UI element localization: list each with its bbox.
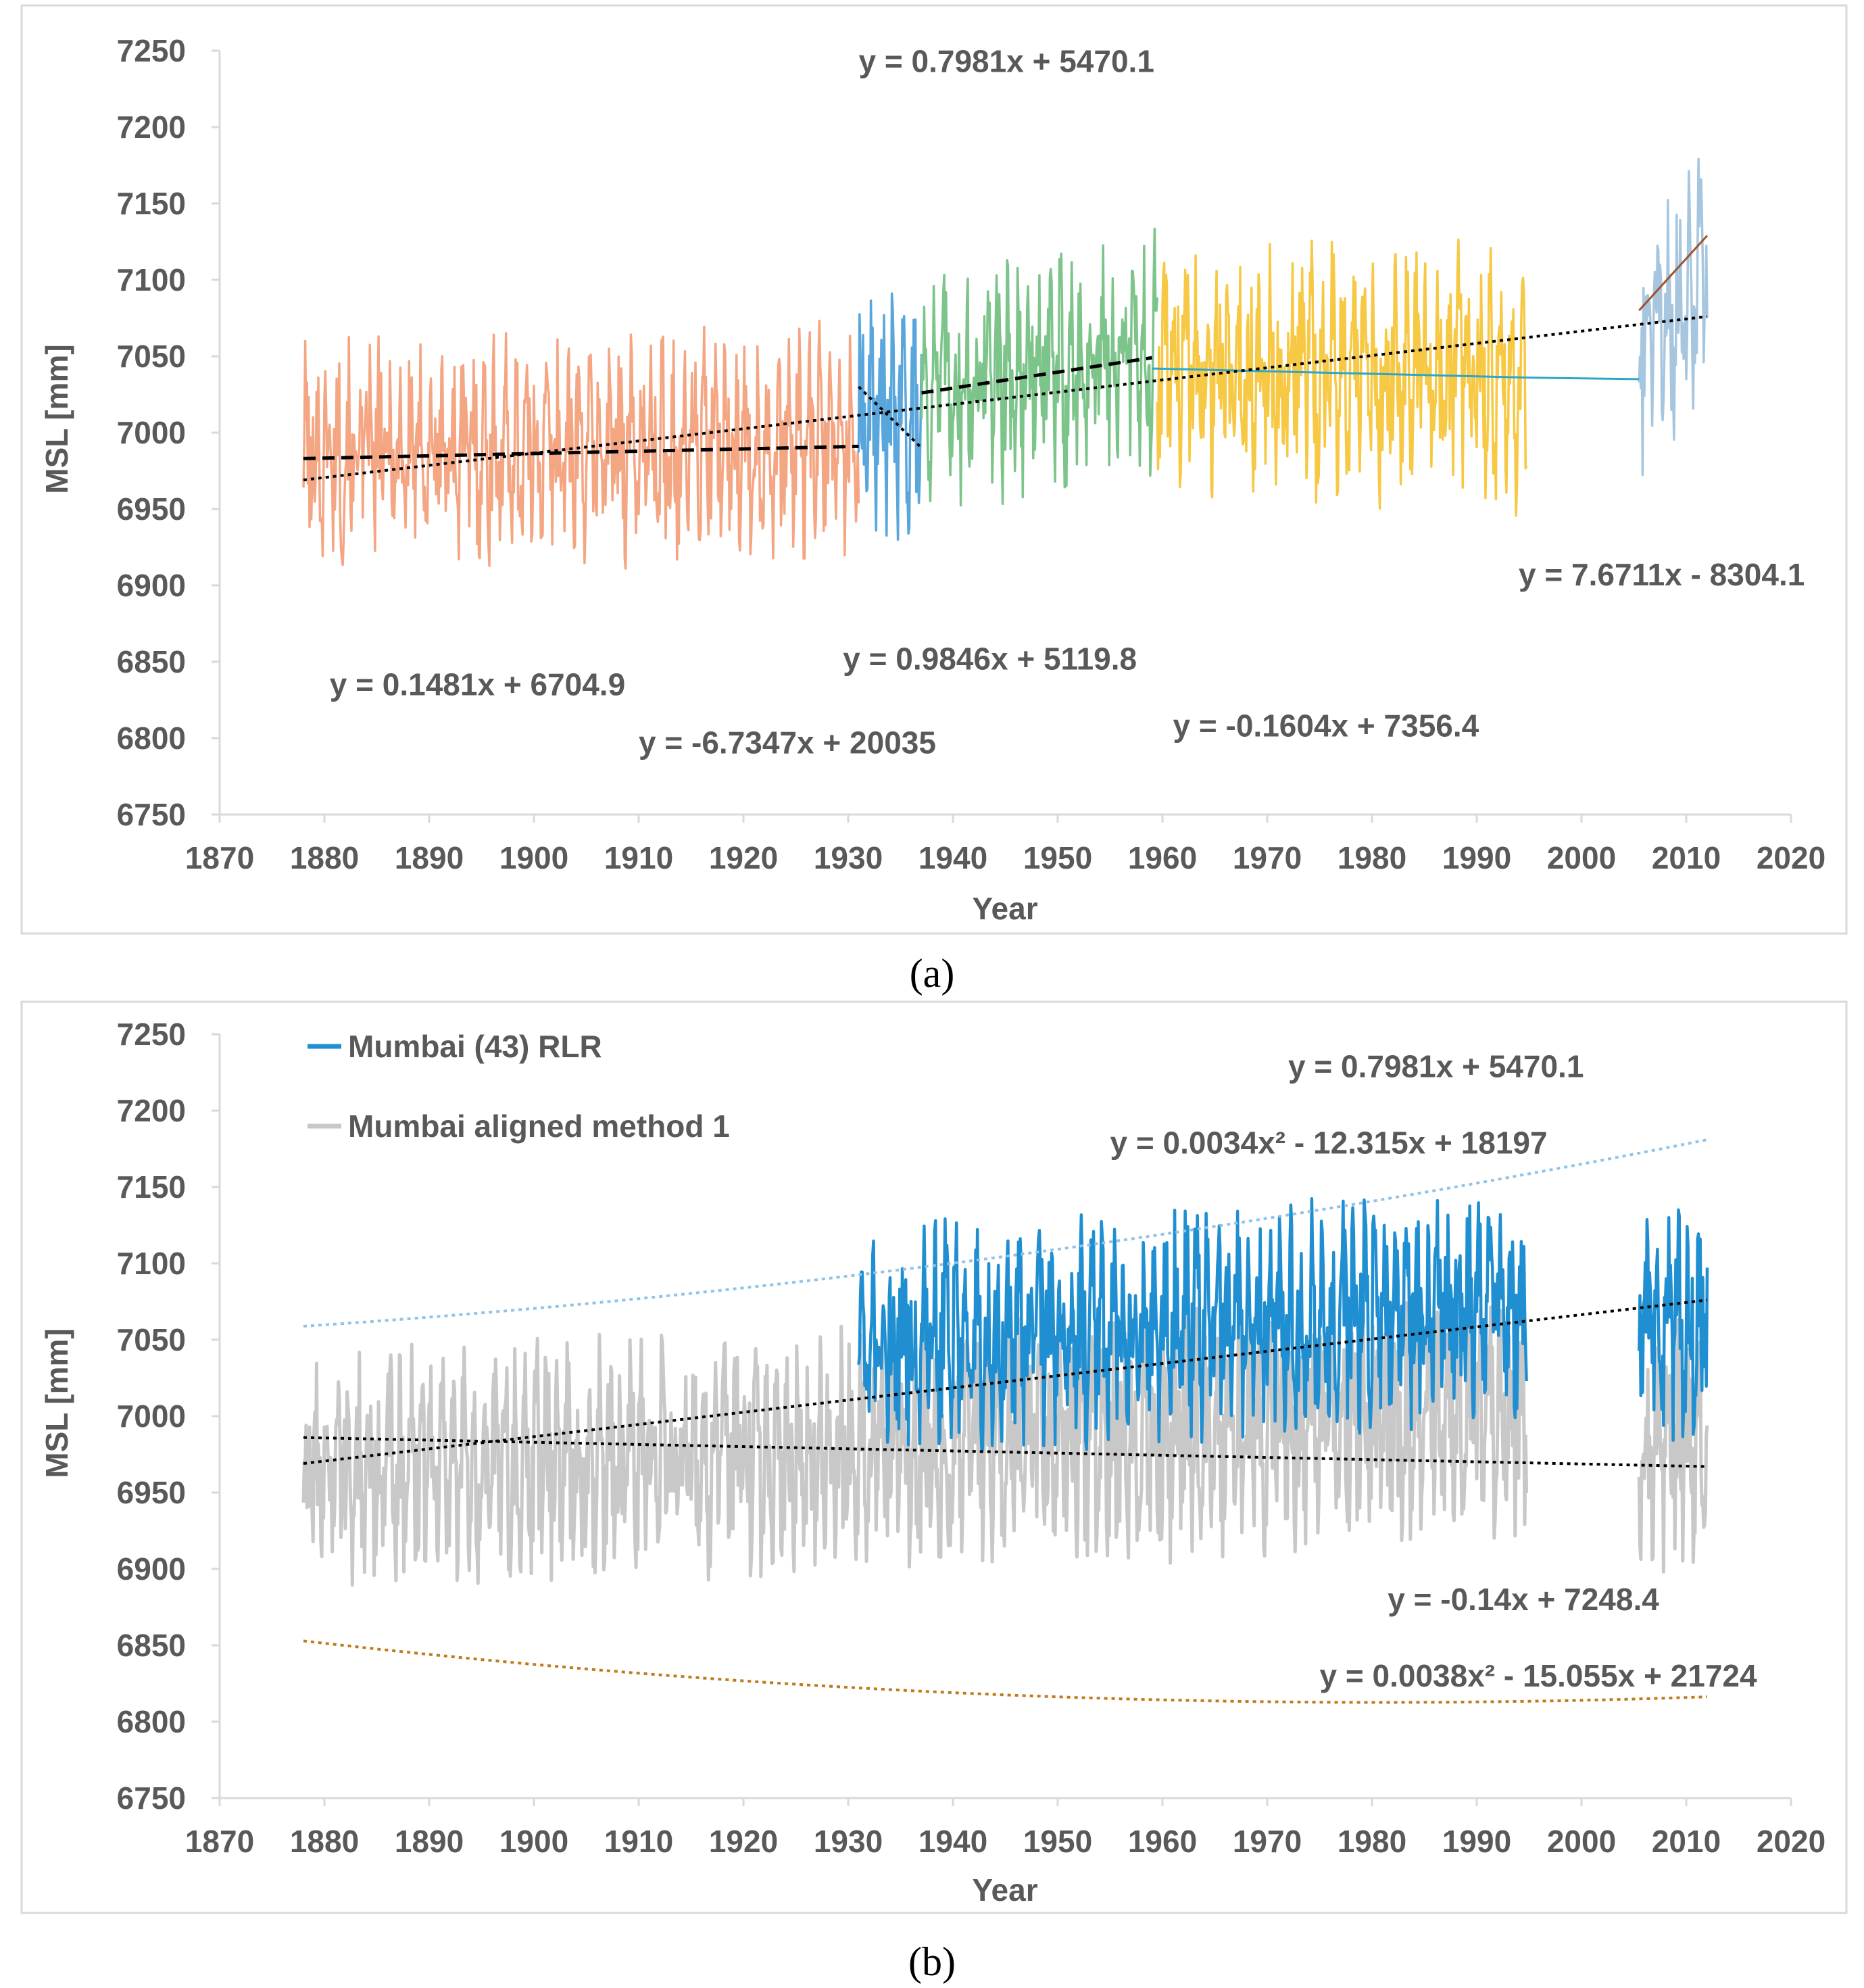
x-tick-label: 2000 [1547, 840, 1616, 875]
trend-equation-label: y = 0.1481x + 6704.9 [330, 667, 625, 702]
x-tick-label: 1880 [290, 1824, 359, 1859]
panel-b-equations: y = 0.7981x + 5470.1 y = 0.0034x² - 12.31… [1110, 1048, 1758, 1693]
x-tick-label: 1980 [1338, 1824, 1406, 1859]
trend-equation-label: y = 0.9846x + 5119.8 [843, 641, 1137, 676]
x-tick-label: 2010 [1652, 840, 1721, 875]
y-tick-label: 7000 [117, 1399, 186, 1434]
panel-a-y-axis-title: MSL [mm] [39, 344, 74, 494]
x-tick-label: 1890 [395, 1824, 464, 1859]
panel-a-equations: y = 0.7981x + 5470.1 y = 0.1481x + 6704.9… [330, 44, 1805, 760]
trend-equation-label: y = 0.7981x + 5470.1 [859, 44, 1154, 79]
x-tick-label: 2010 [1652, 1824, 1721, 1859]
x-tick-label: 1870 [185, 840, 254, 875]
trend-equation-label: y = 0.0038x² - 15.055x + 21724 [1320, 1658, 1758, 1693]
y-tick-label: 7150 [117, 1169, 186, 1205]
panel-a-plot-area [302, 157, 1709, 570]
panel-b-plot-area [301, 1138, 1709, 1704]
panel-a-chart: 6750 6800 6850 6900 6950 7000 7050 7100 7150 7200… [20, 4, 1848, 935]
x-tick-label: 1940 [918, 1824, 987, 1859]
trendline [303, 1299, 1708, 1465]
trendline [1529, 377, 1640, 381]
y-tick-label: 6950 [117, 491, 186, 527]
y-tick-label: 6900 [117, 568, 186, 603]
x-tick-label: 1960 [1128, 840, 1197, 875]
series-line-blue [857, 292, 923, 541]
y-tick-label: 6950 [117, 1475, 186, 1510]
x-tick-label: 1880 [290, 840, 359, 875]
x-tick-label: 1930 [814, 1824, 883, 1859]
panel-b-caption: (b) [908, 1939, 956, 1984]
panel-a-frame [20, 4, 1848, 935]
series-line-rlr_blue [1638, 1208, 1709, 1442]
panel-b-legend: Mumbai (43) RLR Mumbai aligned method 1 [308, 1029, 730, 1144]
x-tick-label: 2000 [1547, 1824, 1616, 1859]
y-tick-label: 6850 [117, 1628, 186, 1663]
legend-label: Mumbai aligned method 1 [348, 1109, 730, 1144]
trend-equation-label: y = -0.14x + 7248.4 [1388, 1582, 1659, 1617]
legend-label: Mumbai (43) RLR [348, 1029, 602, 1064]
x-tick-label: 1870 [185, 1824, 254, 1859]
x-tick-label: 1900 [499, 1824, 568, 1859]
x-tick-label: 1930 [814, 840, 883, 875]
x-tick-label: 1990 [1442, 1824, 1511, 1859]
series-line-grey [1637, 1317, 1709, 1574]
y-tick-label: 6900 [117, 1551, 186, 1586]
x-tick-label: 1970 [1233, 840, 1302, 875]
trendline [921, 356, 1152, 395]
trend-equation-label: y = 7.6711x - 8304.1 [1519, 557, 1805, 592]
y-tick-label: 7100 [117, 1246, 186, 1281]
y-tick-label: 7050 [117, 339, 186, 374]
series-line-yellow [1156, 238, 1528, 517]
y-tick-label: 6800 [117, 721, 186, 756]
x-tick-label: 1960 [1128, 1824, 1197, 1859]
trend-equation-label: y = 0.0034x² - 12.315x + 18197 [1110, 1125, 1548, 1160]
x-tick-label: 1950 [1023, 1824, 1092, 1859]
series-line-green [920, 227, 1158, 507]
y-tick-label: 7200 [117, 1093, 186, 1128]
y-tick-label: 6850 [117, 644, 186, 679]
trendline [303, 315, 1708, 482]
y-tick-label: 7050 [117, 1322, 186, 1357]
trendline [303, 1436, 1708, 1468]
y-tick-label: 7100 [117, 262, 186, 297]
trendline [1638, 235, 1709, 312]
x-tick-label: 1920 [709, 1824, 778, 1859]
panel-a-axes: 6750 6800 6850 6900 6950 7000 7050 7100 7150 7200… [117, 33, 1826, 875]
trend-equation-label: y = -0.1604x + 7356.4 [1173, 708, 1479, 744]
x-tick-label: 1890 [395, 840, 464, 875]
x-tick-label: 1910 [604, 1824, 673, 1859]
x-tick-label: 1920 [709, 840, 778, 875]
x-tick-label: 1950 [1023, 840, 1092, 875]
y-tick-label: 7250 [117, 1017, 186, 1052]
panel-b-axes: 6750 6800 6850 6900 6950 7000 7050 7100 7150 7200… [117, 1017, 1826, 1859]
y-tick-label: 6750 [117, 797, 186, 832]
trend-equation-label: y = -6.7347x + 20035 [639, 725, 936, 760]
trend-equation-label: y = 0.7981x + 5470.1 [1288, 1048, 1584, 1084]
x-tick-label: 2020 [1757, 840, 1825, 875]
panel-b-chart: 6750 6800 6850 6900 6950 7000 7050 7100 7150 7200… [20, 1000, 1848, 1914]
y-tick-label: 7150 [117, 186, 186, 221]
y-tick-label: 6750 [117, 1780, 186, 1816]
panel-a-x-axis-title: Year [972, 891, 1037, 926]
panel-a-caption: (a) [910, 951, 955, 996]
x-tick-label: 1990 [1442, 840, 1511, 875]
y-tick-label: 7200 [117, 110, 186, 145]
x-tick-label: 2020 [1757, 1824, 1825, 1859]
series-line-rlr_blue [857, 1197, 1528, 1451]
trendline [303, 444, 859, 460]
panel-b-x-axis-title: Year [972, 1872, 1037, 1908]
x-tick-label: 1940 [918, 840, 987, 875]
x-tick-label: 1910 [604, 840, 673, 875]
x-tick-label: 1980 [1338, 840, 1406, 875]
x-tick-label: 1900 [499, 840, 568, 875]
y-tick-label: 7000 [117, 415, 186, 450]
trendline [1152, 367, 1529, 379]
series-line-orange [302, 319, 860, 570]
panel-b-y-axis-title: MSL [mm] [39, 1328, 74, 1478]
y-tick-label: 6800 [117, 1704, 186, 1739]
y-tick-label: 7250 [117, 33, 186, 68]
x-tick-label: 1970 [1233, 1824, 1302, 1859]
